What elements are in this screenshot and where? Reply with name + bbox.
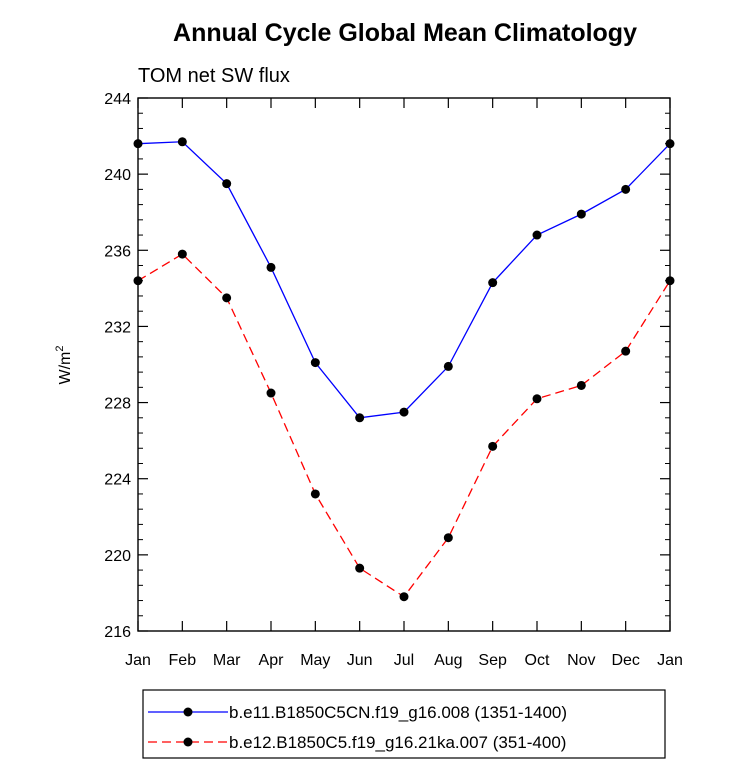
series-1-point: [399, 407, 409, 417]
series-line-2: [137, 253, 671, 598]
series-2-point: [443, 533, 453, 543]
y-tick-label: 216: [104, 624, 131, 641]
series-1-point: [532, 230, 542, 240]
legend-label-2: b.e12.B1850C5.f19_g16.21ka.007 (351-400): [229, 733, 566, 752]
legend-marker-1: [183, 707, 193, 717]
x-tick-label: Feb: [169, 652, 197, 669]
x-tick-label: Oct: [525, 652, 550, 669]
series-1-point: [665, 139, 675, 149]
series-2-point: [266, 388, 276, 398]
y-tick-label: 220: [104, 548, 131, 565]
series-2-point: [532, 394, 542, 404]
y-tick-label: 224: [104, 472, 131, 489]
series-1-point: [310, 358, 320, 368]
y-tick-label: 232: [104, 319, 131, 336]
y-tick-label: 240: [104, 167, 131, 184]
y-axis-label: W/m2: [54, 346, 74, 385]
series-2-point: [576, 380, 586, 390]
x-tick-label: Sep: [478, 652, 507, 669]
series-1-point: [266, 262, 276, 272]
y-axis-label-unit: W/m: [57, 352, 74, 385]
series-1-point: [576, 209, 586, 219]
series-2-point: [133, 276, 143, 286]
series-1-point: [621, 184, 631, 194]
y-axis: 216 220 224 228 232 236 240 244: [104, 91, 670, 641]
x-tick-label: Dec: [611, 652, 639, 669]
x-tick-label: Nov: [567, 652, 595, 669]
legend-label-1: b.e11.B1850C5CN.f19_g16.008 (1351-1400): [229, 703, 567, 722]
series-1-point: [443, 361, 453, 371]
series-line-1: [137, 141, 671, 419]
series-2-point: [488, 441, 498, 451]
y-axis-label-exponent: 2: [54, 346, 66, 352]
x-tick-label: Jun: [347, 652, 373, 669]
y-tick-label: 236: [104, 243, 131, 260]
y-tick-label: 228: [104, 396, 131, 413]
series-1-point: [222, 179, 232, 189]
chart-title: Annual Cycle Global Mean Climatology: [173, 19, 637, 47]
series-2-point: [222, 293, 232, 303]
x-tick-label: Jul: [394, 652, 414, 669]
series-2-point: [310, 489, 320, 499]
x-tick-label: Apr: [259, 652, 285, 669]
chart-subtitle: TOM net SW flux: [138, 65, 290, 87]
series-1-point: [177, 137, 187, 147]
x-tick-label: May: [300, 652, 330, 669]
series-2-point: [621, 346, 631, 356]
legend-marker-2: [183, 737, 193, 747]
x-axis: Jan Feb Mar Apr May Jun Jul Aug Sep Oct Nov Dec Jan: [125, 98, 683, 669]
x-tick-label: Mar: [213, 652, 241, 669]
series-layer: [133, 137, 675, 602]
plot-frame: [137, 97, 671, 632]
legend-box: [142, 689, 666, 759]
series-1-point: [355, 413, 365, 423]
series-2-point: [399, 592, 409, 602]
x-tick-label: Aug: [434, 652, 462, 669]
series-1-point: [488, 278, 498, 288]
x-tick-label: Jan: [125, 652, 151, 669]
series-2-point: [355, 563, 365, 573]
series-2-point: [665, 276, 675, 286]
x-tick-label: Jan: [657, 652, 683, 669]
legend: b.e11.B1850C5CN.f19_g16.008 (1351-1400) b…: [148, 703, 567, 752]
y-tick-label: 244: [104, 91, 131, 108]
series-1-point: [133, 139, 143, 149]
series-2-point: [177, 249, 187, 259]
